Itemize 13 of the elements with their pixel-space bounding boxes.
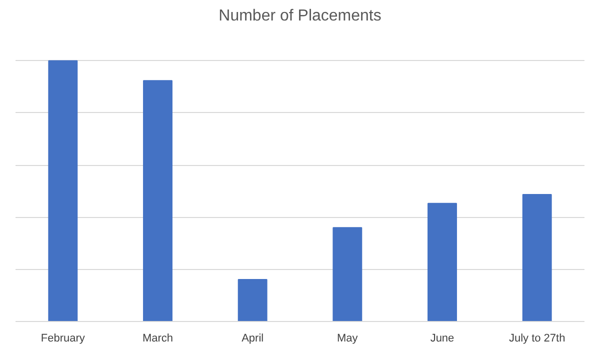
x-tick-label: February	[40, 332, 86, 344]
x-tick-label: June	[430, 332, 454, 344]
bar	[428, 202, 457, 322]
bar	[143, 80, 172, 322]
bar	[48, 60, 78, 322]
bar	[332, 227, 362, 322]
bar	[522, 194, 552, 322]
x-tick-label: July to 27th	[508, 332, 566, 344]
x-tick-label: March	[142, 332, 174, 344]
x-tick-label: May	[337, 332, 358, 344]
x-tick-label: April	[242, 332, 264, 344]
bar	[238, 279, 268, 322]
chart-title: Number of Placements	[218, 8, 382, 24]
